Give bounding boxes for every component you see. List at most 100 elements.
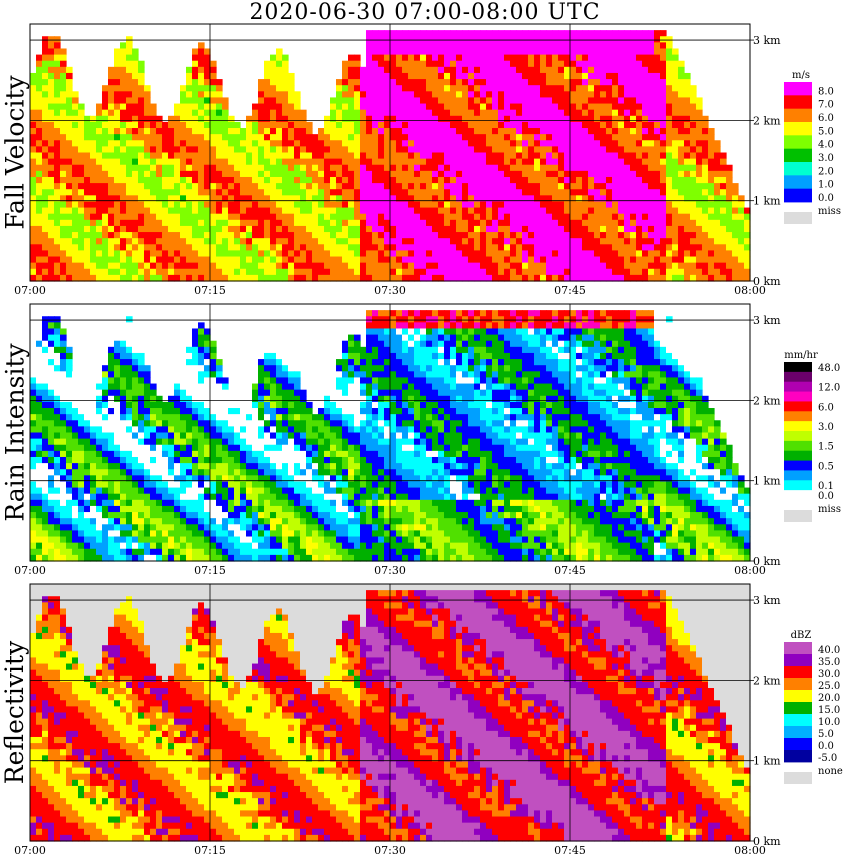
rain-intensity-legend-label: 6.0 — [818, 402, 834, 413]
rain-intensity-legend-swatch — [784, 371, 812, 383]
fall-velocity-legend-swatch — [784, 95, 812, 110]
reflectivity-legend-label: -5.0 — [818, 753, 837, 764]
rain-intensity-legend-label: 0.1 — [818, 481, 834, 492]
reflectivity-legend-label: 0.0 — [818, 741, 834, 752]
reflectivity-legend-swatch — [784, 772, 812, 784]
reflectivity-legend-swatch — [784, 690, 812, 703]
reflectivity-legend-swatch — [784, 714, 812, 727]
fall-velocity-legend-label: 4.0 — [818, 140, 834, 151]
reflectivity-legend-swatch — [784, 642, 812, 655]
fall-velocity-legend-swatch — [784, 212, 812, 224]
rain-intensity-legend-label: 12.0 — [818, 383, 840, 394]
reflectivity-legend-label: 20.0 — [818, 693, 840, 704]
fall-velocity-legend-swatch — [784, 188, 812, 203]
rain-intensity-legend-swatch — [784, 391, 812, 402]
fall-velocity-heatmap-field — [30, 30, 751, 282]
reflectivity-legend-label: 40.0 — [818, 645, 840, 656]
fall-velocity-legend-label: 6.0 — [818, 113, 834, 124]
reflectivity-legend-swatch — [784, 702, 812, 715]
fall-velocity-legend-unit: m/s — [792, 70, 810, 81]
reflectivity-legend-label: 15.0 — [818, 705, 840, 716]
reflectivity-y-tick-label: 2 km — [753, 674, 781, 687]
rain-intensity-legend-swatch — [784, 381, 812, 392]
rain-intensity-frame — [29, 303, 751, 562]
reflectivity-legend-swatch — [784, 654, 812, 667]
fall-velocity-y-tick-label: 1 km — [753, 195, 781, 208]
rain-intensity-x-tick-label: 07:30 — [374, 564, 406, 577]
reflectivity-heatmap-field — [30, 584, 751, 842]
fall-velocity-y-tick-label: 0 km — [753, 275, 781, 288]
fall-velocity-y-tick-label: 2 km — [753, 114, 781, 127]
fall-velocity-x-tick-label: 07:45 — [554, 284, 586, 297]
fall-velocity-legend-label: 2.0 — [818, 166, 834, 177]
fall-velocity-legend-label: 5.0 — [818, 126, 834, 137]
reflectivity-legend-label: 35.0 — [818, 657, 840, 668]
reflectivity-legend-unit: dBZ — [791, 630, 812, 641]
page-title: 2020-06-30 07:00-08:00 UTC — [249, 0, 601, 25]
rain-intensity-legend-swatch — [784, 421, 812, 432]
reflectivity-legend-swatch — [784, 678, 812, 691]
reflectivity-legend-label: 10.0 — [818, 717, 840, 728]
reflectivity-legend-label: 25.0 — [818, 681, 840, 692]
reflectivity-y-tick-label: 0 km — [753, 835, 781, 848]
fall-velocity-legend-label: 0.0 — [818, 193, 834, 204]
rain-intensity-y-tick-label: 2 km — [753, 394, 781, 407]
rain-intensity-panel: Rain Intensity 07:00 07:15 07:30 07:45 08:00… — [0, 300, 850, 580]
reflectivity-x-tick-label: 07:30 — [374, 844, 406, 857]
rain-intensity-legend-swatch — [784, 431, 812, 442]
rain-intensity-x-tick-label: 07:00 — [14, 564, 46, 577]
fall-velocity-legend-label: 7.0 — [818, 100, 834, 111]
fall-velocity-x-tick-label: 07:00 — [14, 284, 46, 297]
reflectivity-legend-label: 5.0 — [818, 729, 834, 740]
rain-intensity-legend-swatch — [784, 401, 812, 412]
fall-velocity-legend-label: 8.0 — [818, 86, 834, 97]
rain-intensity-legend-label: 48.0 — [818, 363, 840, 374]
rain-intensity-y-tick-label: 1 km — [753, 475, 781, 488]
rain-intensity-legend-label: 1.5 — [818, 442, 834, 453]
fall-velocity-legend-swatch — [784, 175, 812, 190]
reflectivity-y-tick-label: 3 km — [753, 594, 781, 607]
fall-velocity-legend-swatch — [784, 148, 812, 163]
rain-intensity-legend-label: 3.0 — [818, 422, 834, 433]
reflectivity-legend-label: 30.0 — [818, 669, 840, 680]
fall-velocity-x-tick-label: 07:15 — [194, 284, 226, 297]
rain-intensity-legend-swatch — [784, 411, 812, 422]
fall-velocity-legend-label: 1.0 — [818, 180, 834, 191]
reflectivity-frame — [29, 583, 751, 842]
fall-velocity-x-tick-label: 08:00 — [734, 284, 766, 297]
fall-velocity-legend-swatch — [784, 82, 812, 96]
reflectivity-legend-swatch — [784, 726, 812, 739]
reflectivity-x-tick-label: 07:00 — [14, 844, 46, 857]
rain-intensity-legend-swatch — [784, 450, 812, 461]
rain-intensity-legend-label: 0.0 — [818, 491, 834, 502]
reflectivity-y-tick-label: 1 km — [753, 755, 781, 768]
reflectivity-panel: Reflectivity 07:00 07:15 07:30 07:45 08:00 0 … — [0, 580, 850, 868]
fall-velocity-legend-swatch — [784, 162, 812, 176]
rain-intensity-legend-swatch — [784, 460, 812, 471]
reflectivity-x-tick-label: 07:45 — [554, 844, 586, 857]
rain-intensity-legend-label: 0.5 — [818, 461, 834, 472]
rain-intensity-legend-swatch — [784, 490, 812, 501]
fall-velocity-x-tick-label: 07:30 — [374, 284, 406, 297]
reflectivity-x-tick-label: 07:15 — [194, 844, 226, 857]
fall-velocity-panel: Fall Velocity 07:00 07:15 07:30 07:45 08:00 0… — [0, 20, 850, 300]
reflectivity-x-tick-label: 08:00 — [734, 844, 766, 857]
fall-velocity-legend-label: miss — [818, 206, 841, 217]
rain-intensity-heatmap-field — [30, 310, 751, 562]
rain-intensity-legend-swatch — [784, 510, 812, 522]
fall-velocity-legend-swatch — [784, 108, 812, 123]
rain-intensity-legend-unit: mm/hr — [784, 350, 818, 361]
fall-velocity-frame — [29, 23, 751, 282]
fall-velocity-chart: 07:00 07:15 07:30 07:45 08:000 km 1 km 2 km 3 k… — [14, 23, 841, 297]
rain-intensity-chart: 07:00 07:15 07:30 07:45 08:000 km 1 km 2 km 3 k… — [14, 303, 841, 577]
reflectivity-legend-swatch — [784, 750, 812, 763]
rain-intensity-legend-swatch — [784, 480, 812, 491]
rain-intensity-x-tick-label: 08:00 — [734, 564, 766, 577]
rain-intensity-legend-label: miss — [818, 504, 841, 515]
reflectivity-legend-label: none — [818, 766, 843, 777]
reflectivity-chart: 07:00 07:15 07:30 07:45 08:000 km 1 km 2 km 3 k… — [14, 583, 843, 857]
fall-velocity-legend-label: 3.0 — [818, 153, 834, 164]
rain-intensity-y-tick-label: 0 km — [753, 555, 781, 568]
rain-intensity-x-tick-label: 07:45 — [554, 564, 586, 577]
rain-intensity-x-tick-label: 07:15 — [194, 564, 226, 577]
